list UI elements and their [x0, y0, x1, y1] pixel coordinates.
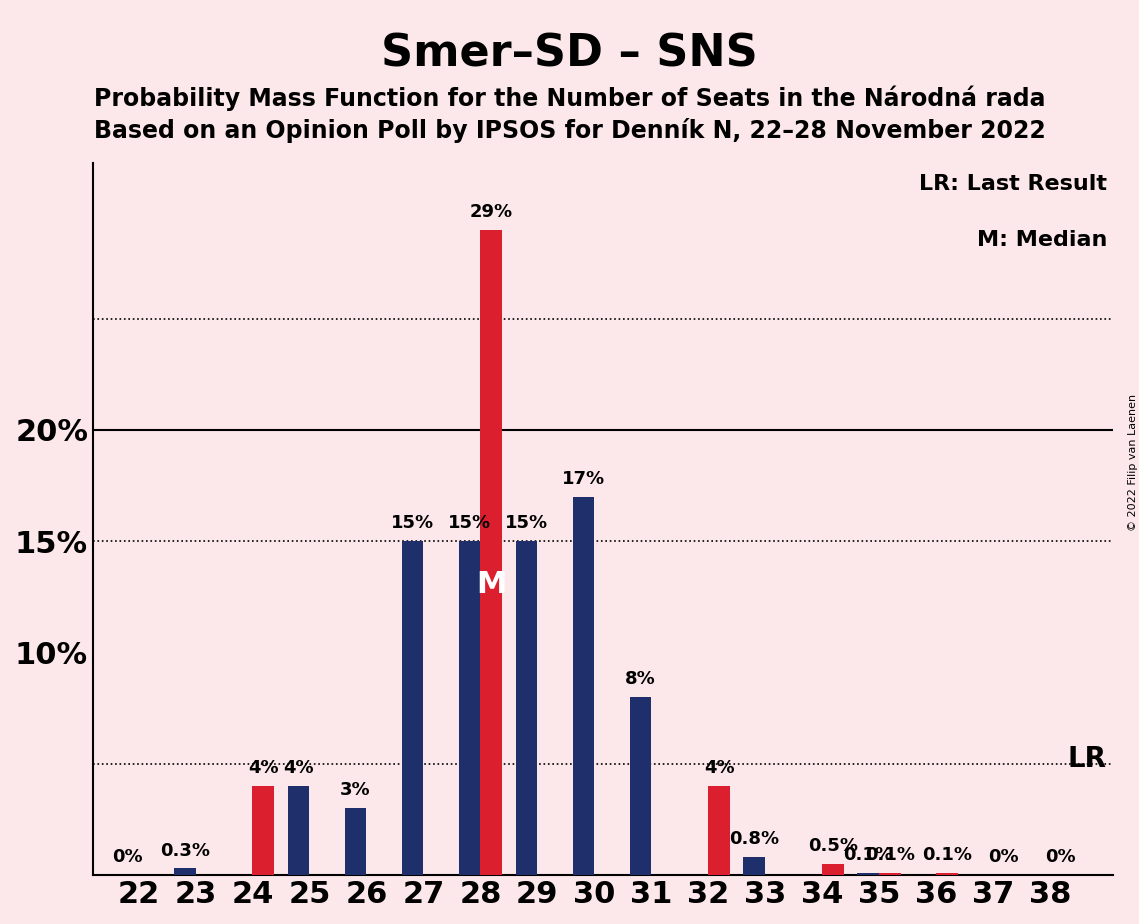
Text: Probability Mass Function for the Number of Seats in the Národná rada: Probability Mass Function for the Number…: [93, 85, 1046, 111]
Text: 15%: 15%: [505, 515, 548, 532]
Text: 4%: 4%: [704, 760, 735, 777]
Text: 4%: 4%: [284, 760, 314, 777]
Text: 0.5%: 0.5%: [808, 837, 858, 855]
Text: 3%: 3%: [341, 782, 371, 799]
Text: 8%: 8%: [625, 670, 656, 688]
Bar: [253, 786, 274, 875]
Bar: [481, 230, 502, 875]
Text: 15%: 15%: [448, 515, 491, 532]
Bar: [708, 786, 730, 875]
Text: LR: Last Result: LR: Last Result: [919, 174, 1107, 194]
Bar: [630, 697, 652, 875]
Text: © 2022 Filip van Laenen: © 2022 Filip van Laenen: [1129, 394, 1138, 530]
Bar: [936, 873, 958, 875]
Bar: [858, 873, 879, 875]
Text: 0.1%: 0.1%: [843, 846, 893, 864]
Text: M: M: [476, 570, 507, 599]
Bar: [744, 857, 765, 875]
Text: 29%: 29%: [469, 202, 513, 221]
Bar: [822, 864, 844, 875]
Bar: [345, 808, 367, 875]
Text: Smer–SD – SNS: Smer–SD – SNS: [382, 32, 757, 76]
Bar: [573, 497, 595, 875]
Bar: [516, 541, 538, 875]
Bar: [402, 541, 424, 875]
Bar: [288, 786, 310, 875]
Text: 0%: 0%: [113, 848, 144, 866]
Bar: [174, 869, 196, 875]
Text: Based on an Opinion Poll by IPSOS for Denník N, 22–28 November 2022: Based on an Opinion Poll by IPSOS for De…: [93, 118, 1046, 143]
Text: 0.1%: 0.1%: [921, 846, 972, 864]
Bar: [459, 541, 481, 875]
Text: 17%: 17%: [562, 469, 605, 488]
Text: 15%: 15%: [391, 515, 434, 532]
Bar: [879, 873, 901, 875]
Text: 0.8%: 0.8%: [729, 831, 779, 848]
Text: M: Median: M: Median: [976, 230, 1107, 249]
Text: 4%: 4%: [248, 760, 279, 777]
Text: 0.3%: 0.3%: [159, 842, 210, 859]
Text: 0%: 0%: [1046, 848, 1076, 866]
Text: LR: LR: [1068, 746, 1107, 773]
Text: 0%: 0%: [989, 848, 1019, 866]
Text: 0.1%: 0.1%: [865, 846, 915, 864]
